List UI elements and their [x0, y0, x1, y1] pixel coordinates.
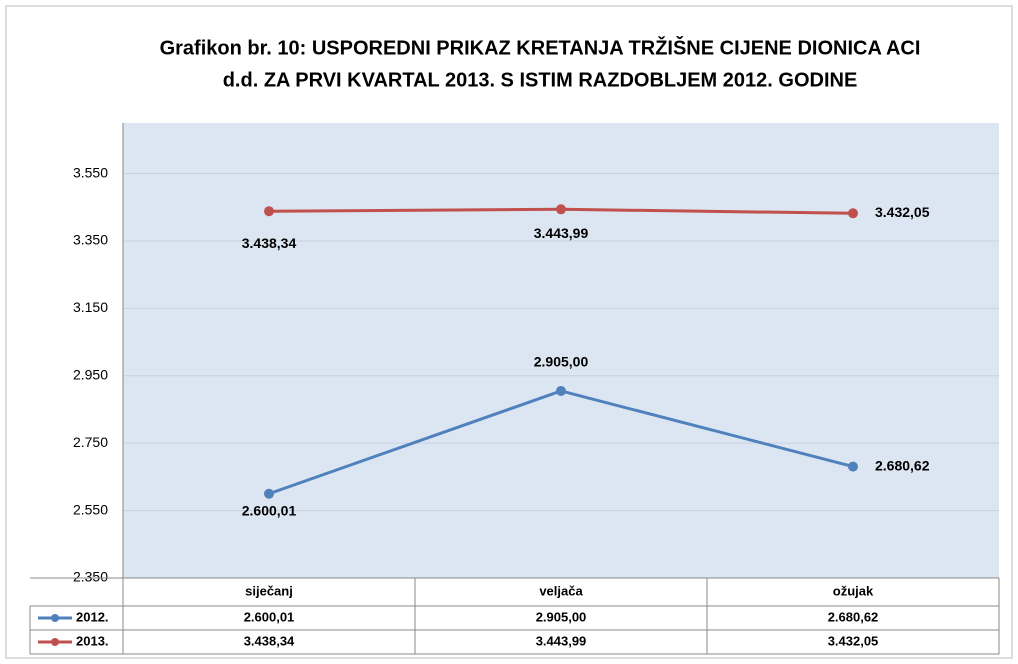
point — [848, 461, 858, 472]
data-label: 2.600,01 — [242, 502, 297, 518]
table-cell: 2.905,00 — [536, 609, 587, 624]
x-tick-label: veljača — [539, 583, 583, 598]
point — [264, 488, 274, 499]
table-cell: 3.443,99 — [536, 633, 587, 648]
legend-marker — [51, 614, 59, 622]
chart-title: Grafikon br. 10: USPOREDNI PRIKAZ KRETAN… — [160, 35, 921, 59]
plot-area — [123, 123, 999, 578]
chart-title: d.d. ZA PRVI KVARTAL 2013. S ISTIM RAZDO… — [223, 69, 858, 91]
y-tick-label: 2.350 — [73, 569, 108, 585]
y-tick-label: 2.750 — [73, 434, 108, 450]
legend-label: 2012. — [76, 609, 109, 624]
x-tick-label: siječanj — [245, 583, 293, 598]
table-cell: 2.600,01 — [244, 609, 295, 624]
data-label: 3.438,34 — [242, 235, 297, 251]
point — [264, 206, 274, 217]
data-label: 2.680,62 — [875, 457, 930, 473]
table-cell: 3.432,05 — [828, 633, 879, 648]
data-label: 3.443,99 — [534, 225, 589, 241]
data-label: 2.905,00 — [534, 354, 589, 370]
point — [556, 385, 566, 396]
y-tick-label: 2.950 — [73, 366, 108, 382]
point — [556, 204, 566, 215]
data-label: 3.432,05 — [875, 204, 930, 220]
table-cell: 3.438,34 — [244, 633, 295, 648]
y-tick-label: 2.550 — [73, 501, 108, 517]
y-tick-label: 3.550 — [73, 164, 108, 180]
point — [848, 208, 858, 219]
legend-label: 2013. — [76, 633, 109, 648]
legend-marker — [51, 638, 59, 646]
y-tick-label: 3.150 — [73, 299, 108, 315]
y-tick-label: 3.350 — [73, 232, 108, 248]
table-cell: 2.680,62 — [828, 609, 879, 624]
x-tick-label: ožujak — [833, 583, 874, 598]
